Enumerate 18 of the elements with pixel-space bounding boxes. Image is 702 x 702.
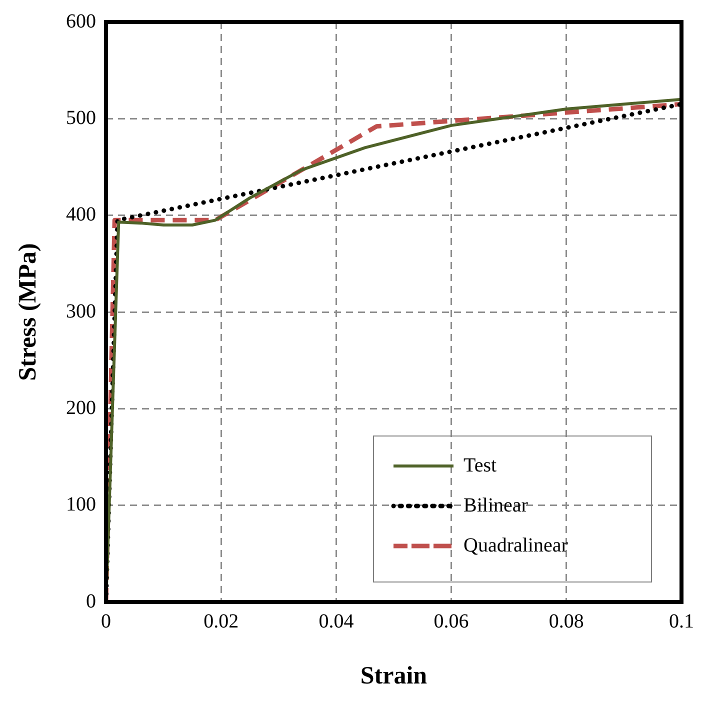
x-tick-label: 0 [101,610,111,632]
x-tick-label: 0.02 [204,610,239,632]
x-axis-title: Strain [360,662,428,690]
legend-label: Bilinear [464,494,528,516]
x-tick-label: 0.04 [318,610,354,632]
y-tick-label: 0 [86,590,96,612]
y-axis-title: Stress (MPa) [14,243,42,381]
y-tick-label: 400 [66,204,96,226]
y-tick-label: 600 [66,10,96,32]
y-tick-label: 200 [66,396,96,419]
legend-label: Quadralinear [464,534,568,556]
x-tick-label: 0.08 [548,610,584,632]
y-tick-label: 300 [66,300,96,322]
legend-label: Test [464,454,497,476]
y-tick-label: 100 [66,494,96,516]
x-tick-label: 0.1 [669,610,694,632]
x-tick-label: 0.06 [434,610,469,632]
y-tick-label: 500 [66,106,96,129]
